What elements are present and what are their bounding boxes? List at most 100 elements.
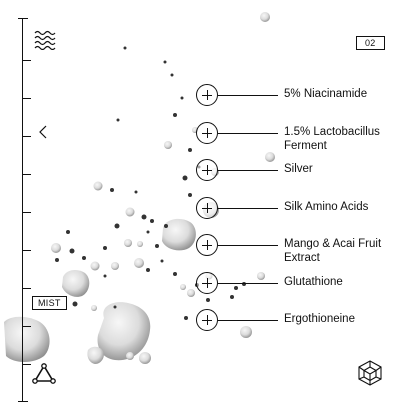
droplet	[150, 219, 154, 223]
droplet	[134, 258, 144, 268]
plus-circle-icon[interactable]	[196, 122, 218, 144]
ruler-tick	[22, 288, 31, 290]
droplet	[206, 298, 210, 302]
droplet	[72, 301, 78, 307]
droplet	[97, 302, 151, 361]
ruler-tick	[22, 60, 31, 62]
plus-circle-icon[interactable]	[196, 309, 218, 331]
plus-circle-icon[interactable]	[196, 234, 218, 256]
droplet	[162, 218, 196, 251]
leader-line	[218, 320, 278, 322]
ingredient-item[interactable]: Glutathione	[196, 272, 406, 296]
triangle-nodes-icon	[32, 363, 56, 384]
droplet	[180, 96, 184, 100]
plus-circle-icon[interactable]	[196, 272, 218, 294]
droplet	[139, 352, 151, 364]
droplet	[184, 316, 188, 320]
droplet	[126, 352, 134, 360]
droplet	[116, 118, 120, 122]
leader-line	[218, 170, 278, 172]
leader-line	[218, 208, 278, 210]
droplet	[257, 272, 265, 280]
droplet	[164, 141, 172, 149]
ingredient-item[interactable]: 5% Niacinamide	[196, 84, 406, 108]
wave-lines-icon	[34, 30, 56, 50]
vertical-ruler	[22, 18, 24, 402]
leader-line	[218, 133, 278, 135]
droplet	[82, 256, 86, 260]
droplet	[51, 243, 61, 253]
ruler-tick	[22, 250, 31, 252]
ruler-tick	[22, 98, 31, 100]
ingredient-label: 1.5% Lactobacillus Ferment	[284, 126, 380, 152]
isometric-cube-icon	[358, 360, 382, 386]
droplet	[155, 244, 159, 248]
plus-circle-icon[interactable]	[196, 197, 218, 219]
droplet	[260, 12, 270, 22]
droplet	[170, 73, 174, 77]
droplet	[90, 261, 100, 271]
droplet	[62, 269, 90, 297]
droplet	[146, 230, 150, 234]
leader-line	[218, 245, 278, 247]
ingredient-item[interactable]: Silk Amino Acids	[196, 197, 406, 221]
leader-line	[218, 95, 278, 97]
droplet	[240, 326, 252, 338]
droplet	[230, 295, 234, 299]
ruler-end-cap	[18, 401, 28, 403]
droplet	[163, 60, 167, 64]
ruler-tick	[22, 136, 31, 138]
droplet	[93, 181, 103, 191]
droplet	[66, 230, 70, 234]
droplet	[55, 258, 59, 262]
droplet	[182, 175, 188, 181]
ruler-tick	[22, 364, 31, 366]
ingredient-label: Mango & Acai Fruit Extract	[284, 238, 382, 264]
droplet	[123, 46, 127, 50]
plus-circle-icon[interactable]	[196, 159, 218, 181]
ingredient-item[interactable]: 1.5% Lactobacillus Ferment	[196, 122, 406, 152]
droplet	[110, 188, 114, 192]
droplet	[87, 346, 104, 364]
droplet	[146, 268, 150, 272]
plus-circle-icon[interactable]	[196, 84, 218, 106]
droplet	[4, 316, 50, 362]
droplet	[234, 286, 238, 290]
droplet	[173, 113, 177, 117]
droplet	[124, 239, 132, 247]
droplet	[91, 305, 97, 311]
ingredient-label: Silk Amino Acids	[284, 201, 369, 213]
ruler-tick	[22, 326, 31, 328]
droplet	[180, 284, 186, 290]
droplet	[137, 241, 143, 247]
chevron-left-icon[interactable]	[38, 125, 48, 139]
droplet	[134, 190, 138, 194]
droplet	[160, 259, 164, 263]
ingredient-label: Ergothioneine	[284, 313, 355, 325]
droplet	[113, 305, 117, 309]
droplet	[141, 214, 147, 220]
page-number-badge: 02	[356, 36, 385, 50]
droplet	[69, 248, 75, 254]
ingredient-label: 5% Niacinamide	[284, 88, 368, 100]
droplet	[103, 246, 107, 250]
ruler-tick	[22, 212, 31, 214]
ingredient-label: Silver	[284, 163, 313, 175]
ingredient-label: Glutathione	[284, 276, 343, 288]
droplet	[111, 262, 119, 270]
droplet	[188, 193, 192, 197]
droplet	[187, 289, 195, 297]
droplet	[188, 148, 192, 152]
mist-label: MIST	[32, 296, 67, 310]
droplet	[265, 152, 275, 162]
droplet	[114, 223, 120, 229]
ruler-end-cap	[18, 18, 28, 20]
droplet	[103, 274, 107, 278]
ingredient-item[interactable]: Mango & Acai Fruit Extract	[196, 234, 406, 264]
ingredient-item[interactable]: Ergothioneine	[196, 309, 406, 333]
ingredient-item[interactable]: Silver	[196, 159, 406, 183]
droplet	[125, 207, 135, 217]
leader-line	[218, 283, 278, 285]
droplet	[173, 272, 177, 276]
